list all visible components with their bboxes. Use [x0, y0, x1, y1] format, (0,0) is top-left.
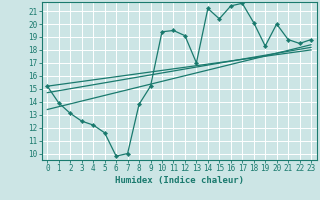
X-axis label: Humidex (Indice chaleur): Humidex (Indice chaleur)	[115, 176, 244, 185]
